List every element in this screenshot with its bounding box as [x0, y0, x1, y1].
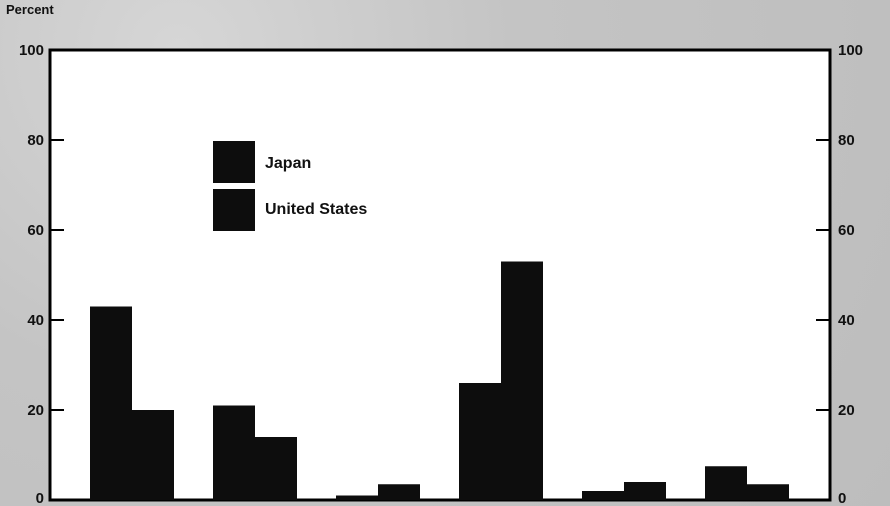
bar-united-states-2	[255, 437, 297, 500]
right-tick-label: 60	[838, 222, 855, 239]
left-tick-label: 20	[27, 402, 44, 419]
bar-japan-3	[336, 495, 378, 500]
right-tick-label: 80	[838, 132, 855, 149]
right-tick-label: 0	[838, 490, 846, 506]
bar-united-states-6	[747, 484, 789, 500]
bar-united-states-5	[624, 482, 666, 500]
left-axis-ticks: 0 20 40 60 80 100	[19, 42, 64, 506]
left-tick-label: 100	[19, 42, 44, 59]
legend: Japan United States	[213, 141, 367, 231]
bar-japan-1	[90, 306, 132, 500]
left-tick-label: 60	[27, 222, 44, 239]
legend-label-united-states: United States	[265, 201, 367, 218]
left-tick-label: 80	[27, 132, 44, 149]
bars	[90, 261, 789, 500]
legend-label-japan: Japan	[265, 155, 311, 172]
y-axis-unit-label: Percent	[6, 2, 54, 17]
bar-japan-2	[213, 405, 255, 500]
bar-japan-4	[459, 383, 501, 500]
legend-swatch-japan	[213, 141, 255, 183]
bar-japan-6	[705, 466, 747, 500]
bar-united-states-3	[378, 484, 420, 500]
bar-united-states-4	[501, 261, 543, 500]
plot-area	[48, 48, 832, 502]
legend-swatch-united-states	[213, 189, 255, 231]
left-tick-label: 0	[36, 490, 44, 506]
bar-united-states-1	[132, 410, 174, 500]
right-tick-label: 40	[838, 312, 855, 329]
bar-japan-5	[582, 491, 624, 500]
right-tick-label: 100	[838, 42, 863, 59]
left-tick-label: 40	[27, 312, 44, 329]
right-axis-ticks: 0 20 40 60 80 100	[816, 42, 863, 506]
right-tick-label: 20	[838, 402, 855, 419]
